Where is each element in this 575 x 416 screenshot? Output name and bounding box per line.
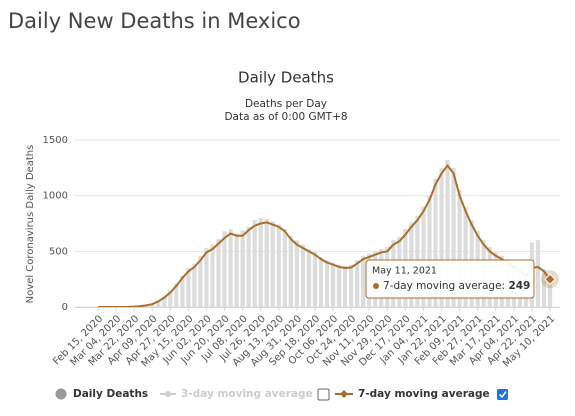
bar	[252, 220, 257, 307]
tooltip-label: 7-day moving average:	[383, 280, 505, 292]
legend-symbol	[165, 391, 171, 397]
bar	[433, 178, 438, 307]
lines	[98, 163, 559, 308]
bar	[288, 235, 293, 307]
legend-label: Daily Deaths	[73, 388, 148, 400]
bar	[451, 167, 456, 307]
tooltip-dot	[373, 283, 379, 289]
bar	[355, 260, 360, 307]
bar	[240, 230, 245, 307]
legend-label: 3-day moving average	[181, 388, 313, 400]
legend-label: 7-day moving average	[358, 388, 490, 400]
bar	[547, 278, 553, 307]
bar	[421, 206, 426, 307]
bar	[427, 195, 432, 307]
bar	[324, 260, 330, 307]
tooltip-text: 7-day moving average: 249	[383, 280, 530, 292]
bar	[186, 268, 191, 307]
bar	[306, 249, 312, 307]
y-axis-label: Novel Coronavirus Daily Deaths	[25, 145, 36, 304]
legend-symbol	[340, 390, 348, 398]
bar	[349, 264, 354, 307]
bar	[180, 275, 185, 307]
bar	[150, 303, 155, 307]
bar	[222, 231, 227, 307]
y-tick-label: 500	[49, 246, 68, 257]
checkbox-check	[498, 391, 507, 399]
legend-item[interactable]: Daily Deaths	[55, 388, 149, 400]
chart-title: Daily Deaths	[238, 69, 334, 87]
bar	[541, 269, 547, 307]
checkbox[interactable]	[317, 388, 330, 401]
tooltip-value: 249	[508, 280, 530, 292]
bar	[276, 224, 281, 307]
bar	[264, 219, 269, 307]
bar	[210, 244, 215, 307]
checkbox[interactable]	[497, 389, 508, 400]
bar	[162, 296, 167, 307]
bar	[294, 240, 299, 307]
bar	[198, 255, 203, 307]
bar	[258, 217, 263, 307]
bar	[457, 190, 462, 307]
bar	[270, 221, 275, 307]
bar	[204, 247, 209, 307]
y-tick-label: 0	[62, 302, 68, 313]
bar	[192, 263, 197, 307]
legend: Daily Deaths 3-day moving average 7-day …	[55, 388, 508, 401]
y-tick-label: 1500	[43, 135, 68, 146]
bar	[535, 240, 541, 307]
legend-symbol	[55, 388, 67, 400]
bar	[318, 256, 324, 307]
bar	[342, 265, 348, 307]
bar	[282, 229, 287, 307]
bar	[439, 167, 444, 307]
bar	[463, 206, 468, 307]
checkbox-box	[497, 389, 508, 400]
bar	[174, 283, 179, 307]
bar	[168, 290, 173, 307]
bar	[216, 239, 221, 307]
tooltip-date: May 11, 2021	[372, 266, 437, 277]
bar	[228, 229, 233, 307]
bar	[336, 264, 342, 307]
hover-marker	[544, 273, 556, 285]
legend-item[interactable]: 3-day moving average	[160, 388, 313, 400]
bar	[156, 300, 161, 307]
bar	[312, 251, 318, 307]
tooltip: May 11, 2021 7-day moving average: 249	[365, 259, 535, 299]
bar	[300, 244, 306, 307]
tooltip-box	[365, 259, 535, 299]
chart-subtitle: Deaths per Day	[245, 98, 327, 110]
bar	[234, 233, 239, 307]
moving-average-line	[98, 163, 551, 308]
y-tick-label: 1000	[43, 191, 68, 202]
page-title: Daily New Deaths in Mexico	[8, 9, 301, 33]
chart-subtitle: Data as of 0:00 GMT+8	[224, 111, 347, 123]
bar	[445, 160, 450, 307]
bar	[361, 255, 366, 307]
legend-item[interactable]: 7-day moving average	[335, 388, 490, 400]
bar	[330, 262, 336, 307]
bar	[246, 226, 251, 307]
